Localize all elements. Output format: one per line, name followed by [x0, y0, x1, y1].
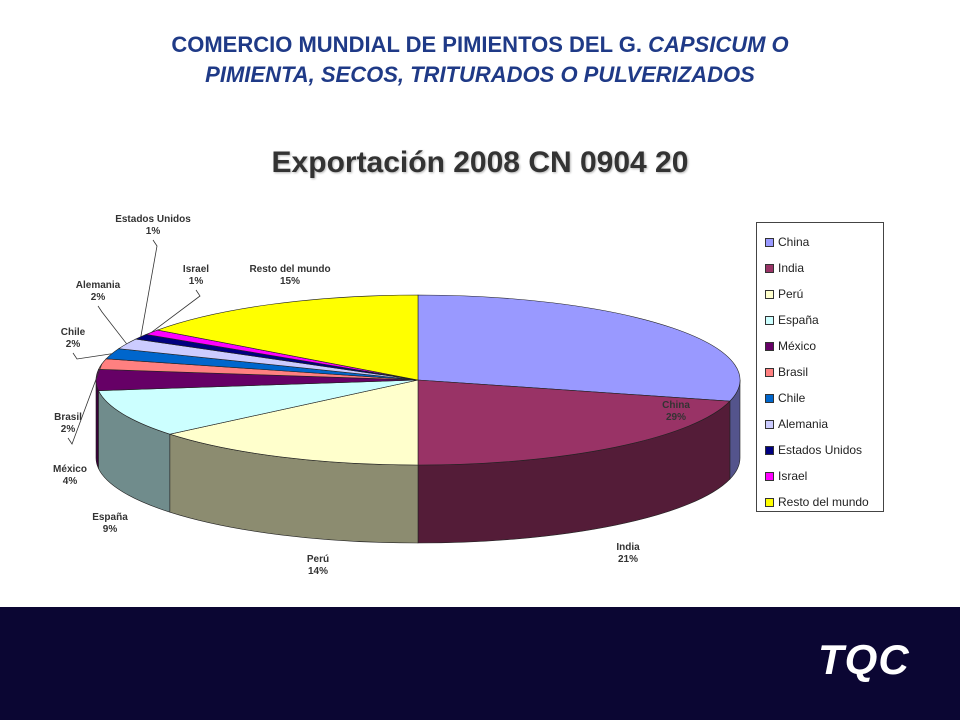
data-label-mexico: México [53, 464, 87, 475]
legend-swatch-peru [765, 289, 774, 299]
data-label-resto-del-mundo: Resto del mundo [249, 264, 330, 275]
legend-item-israel: Israel [765, 463, 883, 489]
slide-title-line2-italic: PIMIENTA, SECOS, TRITURADOS O PULVERIZAD… [205, 62, 755, 87]
data-pct-chile: 2% [66, 339, 81, 350]
legend-label-chile: Chile [778, 391, 806, 405]
legend-label-mexico: México [778, 339, 817, 353]
leader-line-alemania [97, 305, 127, 345]
chart-legend: China India Perú España México Brasil Chile Ale… [756, 222, 884, 512]
legend-label-china: China [778, 235, 810, 249]
data-label-peru: Perú [307, 554, 329, 565]
legend-swatch-brasil [765, 367, 774, 377]
data-pct-espana: 9% [103, 524, 118, 535]
data-pct-china: 29% [666, 412, 686, 423]
data-label-brasil: Brasil [54, 412, 82, 423]
tqc-logo-text: TQC [818, 636, 910, 683]
data-pct-israel: 1% [189, 276, 204, 287]
footer-bar [0, 607, 960, 720]
data-pct-estados-unidos: 1% [146, 226, 161, 237]
legend-item-alemania: Alemania [765, 411, 883, 437]
legend-item-espana: España [765, 307, 883, 333]
chart-title: Exportación 2008 CN 0904 20 [271, 146, 689, 179]
legend-item-china: China [765, 229, 883, 255]
legend-item-chile: Chile [765, 385, 883, 411]
data-pct-peru: 14% [308, 566, 328, 577]
legend-swatch-india [765, 263, 774, 273]
pie-slice-peru [168, 379, 419, 466]
legend-swatch-resto-del-mundo [765, 497, 774, 507]
legend-swatch-chile [765, 393, 774, 403]
pie-slice-resto-del-mundo [156, 294, 419, 381]
legend-swatch-israel [765, 471, 774, 481]
legend-item-resto-del-mundo: Resto del mundo [765, 489, 883, 515]
pie-slice-india [417, 379, 731, 466]
legend-label-espana: España [778, 313, 819, 327]
slide-title-line1-plain: COMERCIO MUNDIAL DE PIMIENTOS DEL G. [171, 32, 649, 57]
data-pct-mexico: 4% [63, 476, 78, 487]
legend-item-india: India [765, 255, 883, 281]
data-label-israel: Israel [183, 264, 209, 275]
leader-line-brasil [67, 363, 103, 445]
data-label-estados-unidos: Estados Unidos [115, 214, 191, 225]
leader-line-estados-unidos [140, 239, 158, 337]
legend-swatch-estados-unidos [765, 445, 774, 455]
legend-item-brasil: Brasil [765, 359, 883, 385]
legend-label-brasil: Brasil [778, 365, 809, 379]
slide-title-line1-italic: CAPSICUM O [648, 32, 789, 57]
legend-item-estados-unidos: Estados Unidos [765, 437, 883, 463]
legend-label-estados-unidos: Estados Unidos [778, 443, 863, 457]
slide-title: COMERCIO MUNDIAL DE PIMIENTOS DEL G. CAP… [40, 30, 920, 90]
data-pct-alemania: 2% [91, 292, 106, 303]
legend-swatch-china [765, 237, 774, 247]
pie-side-mexico [95, 379, 99, 469]
data-label-alemania: Alemania [76, 280, 121, 291]
legend-label-resto-del-mundo: Resto del mundo [778, 495, 869, 509]
data-label-china: China [662, 400, 690, 411]
tqc-logo: TQC [812, 628, 932, 688]
legend-item-peru: Perú [765, 281, 883, 307]
data-pct-brasil: 2% [61, 424, 76, 435]
pie-slice-china [417, 294, 741, 402]
leader-line-chile [72, 352, 112, 360]
data-label-india: India [616, 542, 640, 553]
pie-slice-espana [98, 379, 419, 435]
data-label-espana: España [92, 512, 128, 523]
legend-item-mexico: México [765, 333, 883, 359]
legend-label-india: India [778, 261, 805, 275]
leader-line-israel [151, 289, 201, 333]
legend-label-peru: Perú [778, 287, 804, 301]
data-label-chile: Chile [61, 327, 86, 338]
legend-swatch-alemania [765, 419, 774, 429]
data-pct-resto-del-mundo: 15% [280, 276, 300, 287]
legend-label-alemania: Alemania [778, 417, 829, 431]
legend-swatch-mexico [765, 341, 774, 351]
data-pct-india: 21% [618, 554, 638, 565]
legend-swatch-espana [765, 315, 774, 325]
legend-label-israel: Israel [778, 469, 808, 483]
